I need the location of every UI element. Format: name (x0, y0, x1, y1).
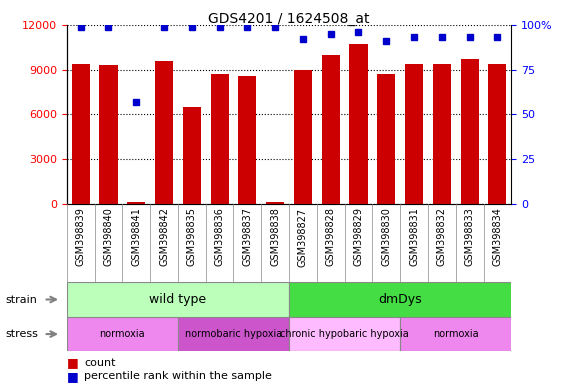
Bar (289, 317, 400, 351)
Bar (294, 70, 312, 204)
Bar (127, 202, 145, 204)
Bar (99, 65, 117, 204)
Text: GSM398838: GSM398838 (270, 207, 280, 266)
Bar (433, 64, 451, 204)
Bar (155, 61, 173, 204)
Text: GSM398828: GSM398828 (326, 207, 336, 266)
Bar (461, 59, 479, 204)
Bar (322, 55, 340, 204)
Bar (71, 64, 89, 204)
Text: ■: ■ (67, 370, 78, 383)
Text: GSM398842: GSM398842 (159, 207, 169, 266)
Text: wild type: wild type (149, 293, 206, 306)
Bar (178, 317, 289, 351)
Text: GSM398834: GSM398834 (492, 207, 503, 266)
Text: GSM398837: GSM398837 (242, 207, 252, 266)
Bar (266, 202, 284, 204)
Text: normobaric hypoxia: normobaric hypoxia (185, 329, 282, 339)
Bar (238, 76, 256, 204)
Bar (183, 107, 201, 204)
Text: GSM398833: GSM398833 (465, 207, 475, 266)
Text: normoxia: normoxia (433, 329, 479, 339)
Text: GSM398831: GSM398831 (409, 207, 419, 266)
Text: strain: strain (6, 295, 38, 305)
Text: count: count (84, 358, 116, 368)
Bar (67, 317, 178, 351)
Text: GSM398841: GSM398841 (131, 207, 141, 266)
Text: GSM398830: GSM398830 (381, 207, 391, 266)
Text: ■: ■ (67, 356, 78, 369)
Text: normoxia: normoxia (99, 329, 145, 339)
Text: GSM398839: GSM398839 (76, 207, 86, 266)
Bar (405, 64, 423, 204)
Bar (210, 74, 229, 204)
Text: GSM398840: GSM398840 (103, 207, 113, 266)
Bar (289, 282, 511, 317)
Bar (489, 64, 507, 204)
Text: dmDys: dmDys (378, 293, 422, 306)
Bar (400, 317, 511, 351)
Text: stress: stress (6, 329, 39, 339)
Bar (349, 44, 368, 204)
Text: chronic hypobaric hypoxia: chronic hypobaric hypoxia (280, 329, 409, 339)
Text: GDS4201 / 1624508_at: GDS4201 / 1624508_at (209, 12, 370, 25)
Text: GSM398835: GSM398835 (187, 207, 197, 266)
Bar (67, 282, 289, 317)
Text: GSM398832: GSM398832 (437, 207, 447, 266)
Text: GSM398829: GSM398829 (353, 207, 364, 266)
Text: GSM398827: GSM398827 (298, 207, 308, 266)
Text: percentile rank within the sample: percentile rank within the sample (84, 371, 272, 381)
Bar (377, 74, 395, 204)
Text: GSM398836: GSM398836 (214, 207, 225, 266)
